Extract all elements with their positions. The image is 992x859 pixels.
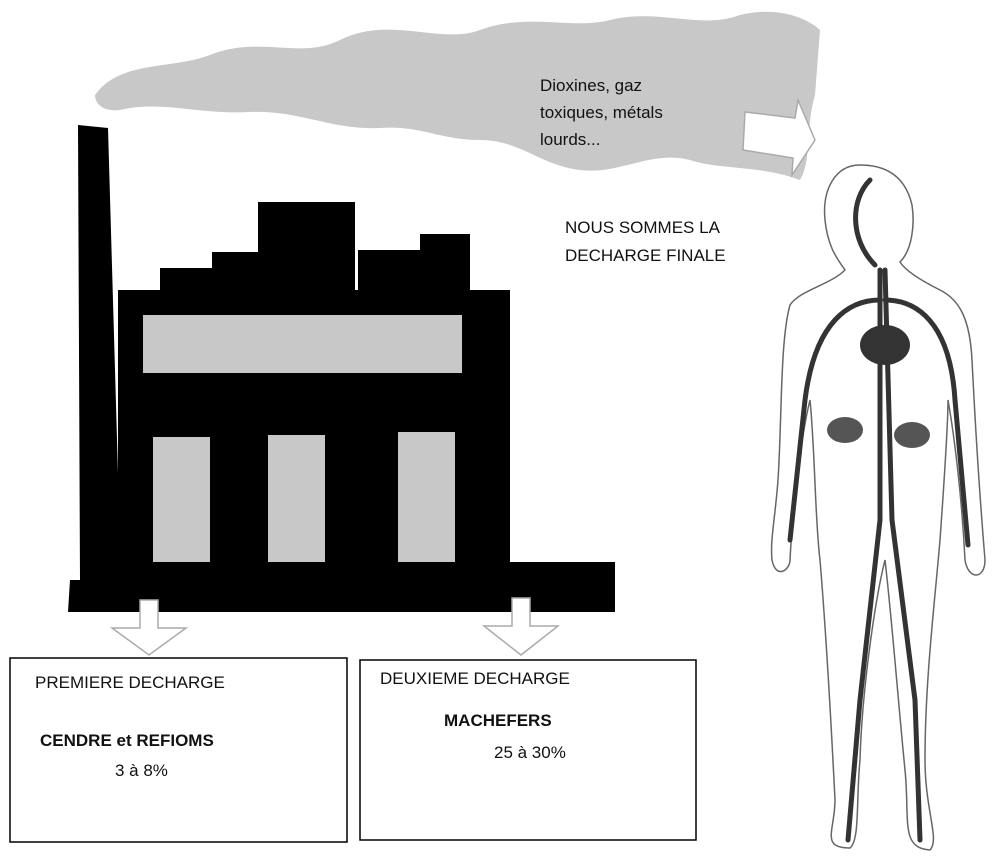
box-1-title: CENDRE et REFIOMS xyxy=(40,731,214,750)
box-2-title: MACHEFERS xyxy=(444,711,552,730)
box-1 xyxy=(9,657,348,843)
box-2 xyxy=(359,659,697,841)
arrow-to-human xyxy=(742,97,816,178)
heart xyxy=(860,325,910,365)
box-2-heading: DEUXIEME DECHARGE xyxy=(380,669,570,688)
smoke-line-3: lourds... xyxy=(540,130,600,149)
vessels xyxy=(787,177,971,843)
box-1-share: 3 à 8% xyxy=(115,761,168,780)
final-line-2: DECHARGE FINALE xyxy=(565,246,726,265)
factory-panels xyxy=(143,315,462,562)
organ-left xyxy=(827,417,863,443)
arrow-down-2 xyxy=(481,597,561,656)
human-figure xyxy=(770,164,986,851)
smoke-cloud xyxy=(95,11,820,180)
smoke-line-1: Dioxines, gaz xyxy=(540,76,642,95)
box-2-share: 25 à 30% xyxy=(494,743,566,762)
smoke-line-2: toxiques, métals xyxy=(540,103,663,122)
final-line-1: NOUS SOMMES LA xyxy=(565,218,721,237)
arrow-down-1 xyxy=(109,599,189,656)
box-1-heading: PREMIERE DECHARGE xyxy=(35,673,225,692)
organ-right xyxy=(894,422,930,448)
